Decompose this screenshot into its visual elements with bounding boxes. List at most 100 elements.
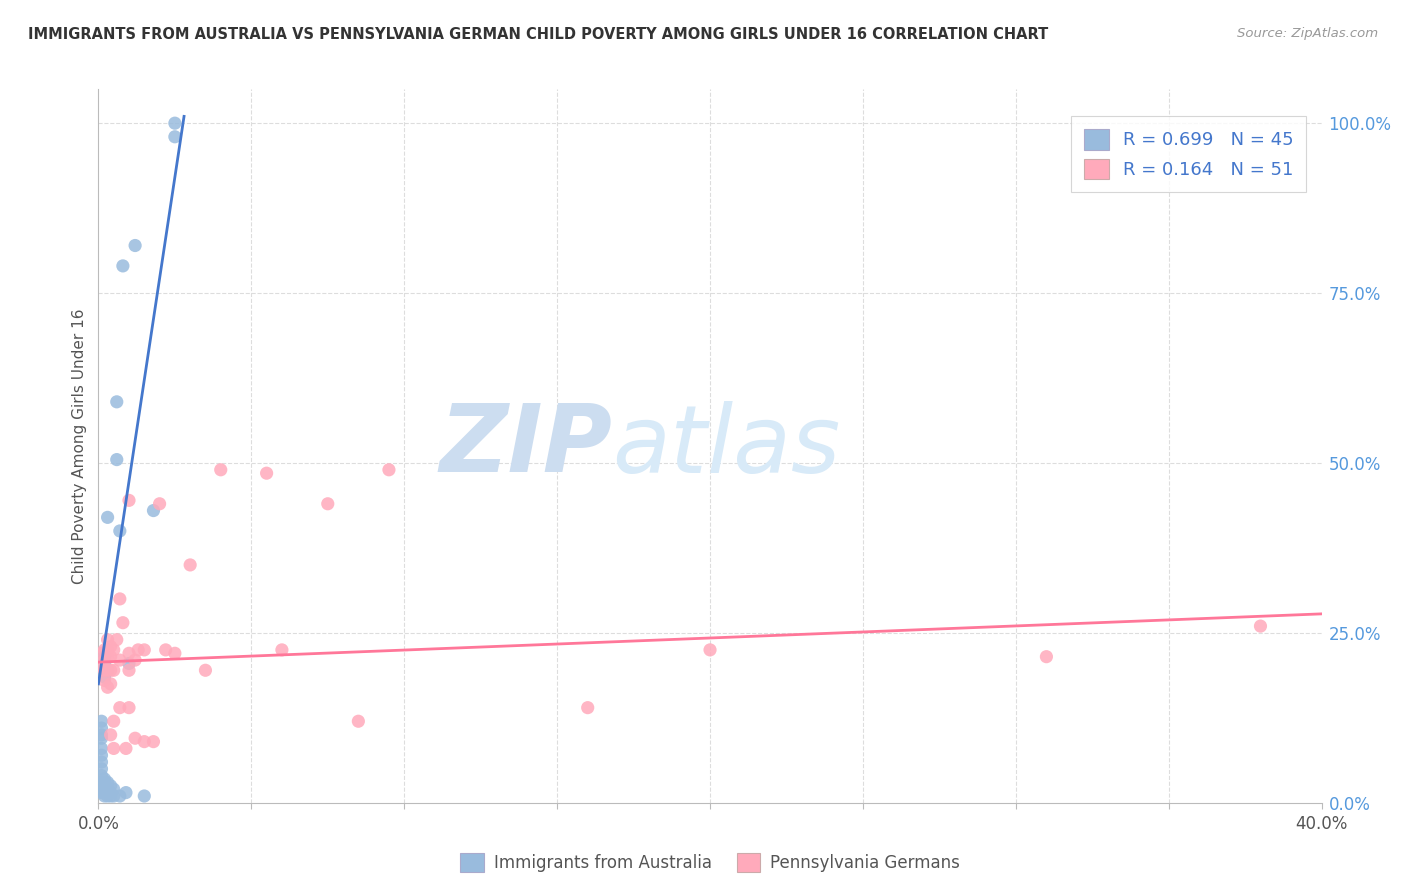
Point (100, 786, 122, 800)
Point (90, 731, 112, 746)
Point (100, 677, 122, 691)
Point (93, 789, 115, 803)
Point (100, 640, 122, 654)
Point (90, 755, 112, 769)
Text: Source: ZipAtlas.com: Source: ZipAtlas.com (1237, 27, 1378, 40)
Point (124, 653, 146, 667)
Point (316, 497, 339, 511)
Point (108, 591, 131, 606)
Point (93, 786, 115, 800)
Point (118, 657, 141, 671)
Point (93, 772, 115, 786)
Point (378, 463, 401, 477)
Point (90, 728, 112, 742)
Text: IMMIGRANTS FROM AUSTRALIA VS PENNSYLVANIA GERMAN CHILD POVERTY AMONG GIRLS UNDER: IMMIGRANTS FROM AUSTRALIA VS PENNSYLVANI… (28, 27, 1049, 42)
Point (134, 643, 156, 657)
Point (90, 660, 112, 674)
Point (699, 643, 721, 657)
Point (100, 663, 122, 677)
Point (90, 714, 112, 729)
Point (97, 782, 120, 797)
Point (97, 663, 120, 677)
Point (103, 741, 125, 756)
Point (142, 734, 165, 748)
Point (93, 649, 115, 664)
Point (97, 663, 120, 677)
Point (124, 731, 146, 746)
Point (134, 734, 156, 748)
Point (93, 663, 115, 677)
Point (93, 653, 115, 667)
Point (118, 646, 141, 660)
Point (97, 510, 120, 524)
Point (108, 524, 131, 538)
Point (163, 116, 186, 130)
Point (103, 789, 125, 803)
Point (105, 394, 128, 409)
Point (194, 663, 217, 677)
Point (142, 503, 165, 517)
Point (93, 779, 115, 793)
Text: atlas: atlas (612, 401, 841, 491)
Point (103, 663, 125, 677)
Point (97, 632, 120, 647)
Point (149, 497, 172, 511)
Point (97, 775, 120, 789)
Point (90, 646, 112, 660)
Point (134, 789, 156, 803)
Point (97, 643, 120, 657)
Point (93, 663, 115, 677)
Point (103, 643, 125, 657)
Point (105, 632, 128, 647)
Point (108, 653, 131, 667)
Point (576, 700, 599, 714)
Legend: Immigrants from Australia, Pennsylvania Germans: Immigrants from Australia, Pennsylvania … (451, 844, 969, 880)
Point (124, 238, 146, 252)
Point (97, 649, 120, 664)
Point (108, 789, 131, 803)
Point (100, 789, 122, 803)
Point (97, 789, 120, 803)
Point (256, 466, 278, 480)
Y-axis label: Child Poverty Among Girls Under 16: Child Poverty Among Girls Under 16 (72, 309, 87, 583)
Point (347, 714, 370, 729)
Point (270, 643, 292, 657)
Point (90, 786, 112, 800)
Point (93, 670, 115, 684)
Point (93, 782, 115, 797)
Point (1249, 619, 1271, 633)
Point (163, 646, 186, 660)
Point (118, 493, 141, 508)
Point (90, 721, 112, 735)
Point (93, 775, 115, 789)
Point (111, 615, 134, 630)
Point (155, 643, 177, 657)
Text: ZIP: ZIP (439, 400, 612, 492)
Point (105, 452, 128, 467)
Point (179, 558, 201, 572)
Point (97, 680, 120, 694)
Point (127, 643, 149, 657)
Point (100, 779, 122, 793)
Point (93, 643, 115, 657)
Point (118, 700, 141, 714)
Point (1035, 649, 1057, 664)
Point (93, 657, 115, 671)
Point (90, 748, 112, 763)
Point (163, 129, 186, 144)
Point (209, 463, 232, 477)
Point (90, 775, 112, 789)
Point (100, 649, 122, 664)
Point (115, 786, 138, 800)
Point (90, 779, 112, 793)
Point (93, 673, 115, 688)
Point (90, 782, 112, 797)
Point (108, 700, 131, 714)
Point (103, 782, 125, 797)
Point (111, 259, 134, 273)
Point (118, 663, 141, 677)
Point (90, 762, 112, 776)
Point (90, 741, 112, 756)
Point (103, 714, 125, 729)
Point (115, 741, 138, 756)
